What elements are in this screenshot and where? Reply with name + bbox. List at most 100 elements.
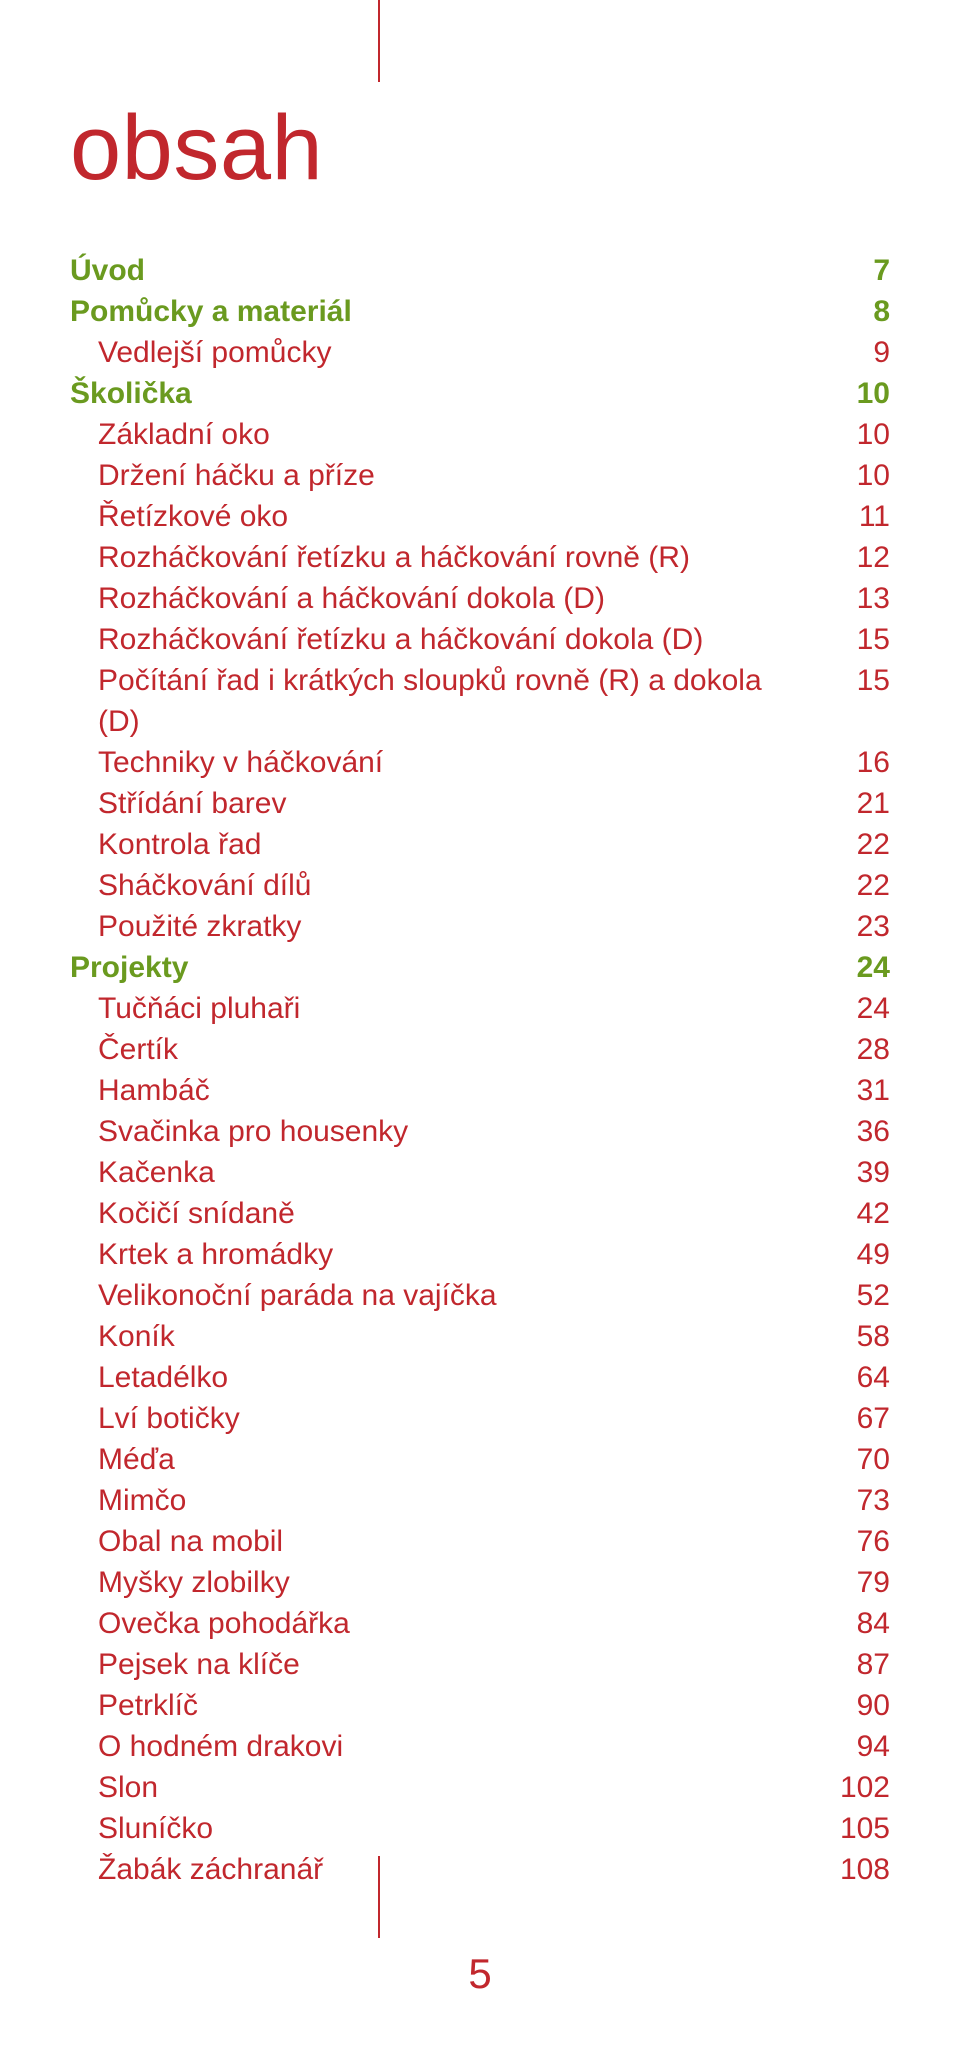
toc-row: Rozháčkování a háčkování dokola (D)13 <box>70 578 890 619</box>
toc-page-number: 84 <box>810 1603 890 1644</box>
toc-row: Letadélko 64 <box>70 1357 890 1398</box>
toc-page-number: 39 <box>810 1152 890 1193</box>
toc-row: O hodném drakovi94 <box>70 1726 890 1767</box>
page-title: obsah <box>70 96 323 201</box>
toc-page-number: 22 <box>810 865 890 906</box>
toc-label: Ovečka pohodářka <box>70 1603 350 1644</box>
toc-label: Řetízkové oko <box>70 496 288 537</box>
toc-label: Střídání barev <box>70 783 286 824</box>
toc-page-number: 49 <box>810 1234 890 1275</box>
toc-label: Petrklíč <box>70 1685 198 1726</box>
toc-label: Projekty <box>70 947 188 988</box>
toc-label: Kontrola řad <box>70 824 261 865</box>
toc-page-number: 28 <box>810 1029 890 1070</box>
toc-row: Rozháčkování řetízku a háčkování rovně (… <box>70 537 890 578</box>
toc-label: Rozháčkování řetízku a háčkování rovně (… <box>70 537 690 578</box>
top-rule <box>378 0 380 82</box>
toc-label: Myšky zlobilky <box>70 1562 290 1603</box>
toc-label: Použité zkratky <box>70 906 301 947</box>
toc-label: Svačinka pro housenky <box>70 1111 408 1152</box>
toc-row: Střídání barev 21 <box>70 783 890 824</box>
toc-page-number: 79 <box>810 1562 890 1603</box>
toc-row: Techniky v háčkování 16 <box>70 742 890 783</box>
toc-row: Čertík 28 <box>70 1029 890 1070</box>
toc-page-number: 11 <box>810 496 890 537</box>
toc-page-number: 76 <box>810 1521 890 1562</box>
toc-row: Hambáč 31 <box>70 1070 890 1111</box>
page: obsah Úvod7Pomůcky a materiál8Vedlejší p… <box>0 0 960 2046</box>
toc-page-number: 87 <box>810 1644 890 1685</box>
toc-row: Sluníčko 105 <box>70 1808 890 1849</box>
toc-label: Letadélko <box>70 1357 228 1398</box>
toc-label: Čertík <box>70 1029 178 1070</box>
toc-row: Méďa 70 <box>70 1439 890 1480</box>
toc-label: Obal na mobil <box>70 1521 283 1562</box>
toc-label: Krtek a hromádky <box>70 1234 333 1275</box>
toc-page-number: 21 <box>810 783 890 824</box>
toc-page-number: 105 <box>810 1808 890 1849</box>
toc-page-number: 90 <box>810 1685 890 1726</box>
toc-page-number: 31 <box>810 1070 890 1111</box>
toc-row: Kontrola řad 22 <box>70 824 890 865</box>
toc-row: Počítání řad i krátkých sloupků rovně (R… <box>70 660 890 742</box>
toc-row: Základní oko10 <box>70 414 890 455</box>
toc-label: Rozháčkování a háčkování dokola (D) <box>70 578 605 619</box>
toc-label: Mimčo <box>70 1480 186 1521</box>
toc-label: Tučňáci pluhaři <box>70 988 300 1029</box>
toc-label: Školička <box>70 373 192 414</box>
toc-label: Techniky v háčkování <box>70 742 383 783</box>
toc-row: Použité zkratky23 <box>70 906 890 947</box>
toc-row: Vedlejší pomůcky9 <box>70 332 890 373</box>
toc-list: Úvod7Pomůcky a materiál8Vedlejší pomůcky… <box>70 250 890 1890</box>
toc-page-number: 10 <box>810 414 890 455</box>
toc-page-number: 42 <box>810 1193 890 1234</box>
toc-label: Rozháčkování řetízku a háčkování dokola … <box>70 619 703 660</box>
toc-row: Rozháčkování řetízku a háčkování dokola … <box>70 619 890 660</box>
toc-page-number: 15 <box>810 619 890 660</box>
toc-label: Pejsek na klíče <box>70 1644 300 1685</box>
toc-label: Držení háčku a příze <box>70 455 375 496</box>
toc-page-number: 108 <box>810 1849 890 1890</box>
toc-page-number: 8 <box>810 291 890 332</box>
toc-page-number: 10 <box>810 455 890 496</box>
toc-label: O hodném drakovi <box>70 1726 343 1767</box>
toc-row: Ovečka pohodářka 84 <box>70 1603 890 1644</box>
toc-page-number: 70 <box>810 1439 890 1480</box>
toc-page-number: 64 <box>810 1357 890 1398</box>
toc-page-number: 58 <box>810 1316 890 1357</box>
toc-label: Pomůcky a materiál <box>70 291 352 332</box>
page-number: 5 <box>0 1950 960 1998</box>
toc-row: Žabák záchranář 108 <box>70 1849 890 1890</box>
toc-row: Koník58 <box>70 1316 890 1357</box>
toc-label: Lví botičky <box>70 1398 240 1439</box>
toc-row: Kačenka39 <box>70 1152 890 1193</box>
toc-page-number: 73 <box>810 1480 890 1521</box>
toc-row: Svačinka pro housenky 36 <box>70 1111 890 1152</box>
toc-row: Kočičí snídaně 42 <box>70 1193 890 1234</box>
toc-label: Méďa <box>70 1439 175 1480</box>
toc-page-number: 24 <box>810 947 890 988</box>
toc-row: Krtek a hromádky 49 <box>70 1234 890 1275</box>
toc-row: Mimčo 73 <box>70 1480 890 1521</box>
toc-row: Myšky zlobilky 79 <box>70 1562 890 1603</box>
toc-page-number: 36 <box>810 1111 890 1152</box>
toc-label: Sháčkování dílů <box>70 865 311 906</box>
toc-label: Sluníčko <box>70 1808 213 1849</box>
toc-page-number: 52 <box>810 1275 890 1316</box>
toc-row: Slon102 <box>70 1767 890 1808</box>
toc-row: Lví botičky 67 <box>70 1398 890 1439</box>
toc-label: Slon <box>70 1767 158 1808</box>
toc-page-number: 24 <box>810 988 890 1029</box>
toc-label: Kočičí snídaně <box>70 1193 295 1234</box>
toc-label: Vedlejší pomůcky <box>70 332 331 373</box>
toc-page-number: 16 <box>810 742 890 783</box>
toc-label: Velikonoční paráda na vajíčka <box>70 1275 497 1316</box>
toc-row: Úvod7 <box>70 250 890 291</box>
toc-page-number: 12 <box>810 537 890 578</box>
toc-label: Hambáč <box>70 1070 210 1111</box>
toc-label: Žabák záchranář <box>70 1849 323 1890</box>
toc-page-number: 22 <box>810 824 890 865</box>
toc-page-number: 67 <box>810 1398 890 1439</box>
toc-row: Pejsek na klíče 87 <box>70 1644 890 1685</box>
toc-row: Velikonoční paráda na vajíčka 52 <box>70 1275 890 1316</box>
